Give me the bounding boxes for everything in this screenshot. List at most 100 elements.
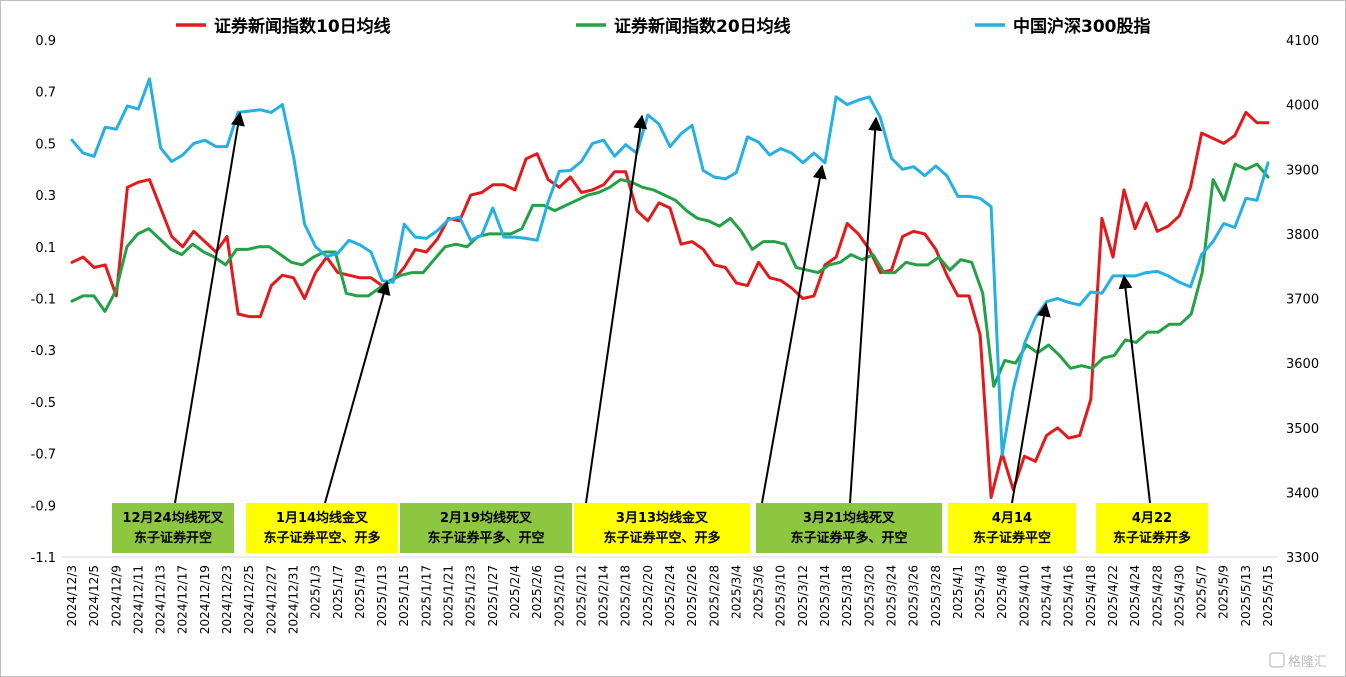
y-left-tick-label: 0.1 <box>35 241 56 256</box>
watermark-logo-icon <box>1269 652 1285 668</box>
y-right-tick-label: 3300 <box>1286 551 1319 566</box>
x-tick-label: 2025/4/10 <box>1017 565 1031 627</box>
x-tick-label: 2025/4/8 <box>995 565 1009 619</box>
x-tick-label: 2025/3/28 <box>929 565 943 627</box>
y-left-tick-label: 0.3 <box>35 189 56 204</box>
x-tick-label: 2025/1/23 <box>464 565 478 627</box>
x-tick-label: 2025/4/18 <box>1084 565 1098 627</box>
y-right-tick-label: 3900 <box>1286 163 1319 178</box>
x-tick-label: 2025/5/7 <box>1195 565 1209 619</box>
x-tick-label: 2025/1/7 <box>331 565 345 619</box>
y-right-tick-label: 3600 <box>1286 357 1319 372</box>
x-tick-label: 2025/4/14 <box>1040 565 1054 627</box>
x-tick-label: 2025/1/15 <box>397 565 411 627</box>
x-tick-label: 2024/12/5 <box>87 565 101 627</box>
watermark: 格隆汇 <box>1269 652 1327 670</box>
y-right-tick-label: 3700 <box>1286 293 1319 308</box>
x-tick-label: 2025/2/24 <box>663 565 677 627</box>
annotation-box <box>112 503 234 553</box>
x-tick-label: 2025/4/16 <box>1062 565 1076 627</box>
series-line-3 <box>70 77 1270 457</box>
x-tick-label: 2025/4/3 <box>973 565 987 619</box>
x-tick-label: 2024/12/9 <box>109 565 123 627</box>
x-tick-label: 2025/4/30 <box>1172 565 1186 627</box>
x-tick-label: 2025/4/28 <box>1150 565 1164 627</box>
annotation-text: 东子证券平空 <box>973 530 1051 546</box>
y-left-tick-label: -0.7 <box>31 448 56 463</box>
y-left-tick-label: 0.7 <box>35 86 56 101</box>
x-tick-label: 2025/2/10 <box>552 565 566 627</box>
series-line-1 <box>70 110 1270 499</box>
y-left-tick-label: -0.3 <box>31 344 56 359</box>
y-left-tick-label: -0.5 <box>31 396 56 411</box>
legend: 证券新闻指数10日均线 证券新闻指数20日均线 中国沪深300股指 <box>176 16 1151 37</box>
x-tick-label: 2025/5/15 <box>1261 565 1275 627</box>
x-tick-label: 2025/2/28 <box>707 565 721 627</box>
annotation-box <box>574 503 750 553</box>
legend-label: 证券新闻指数10日均线 <box>214 16 391 37</box>
legend-label: 证券新闻指数20日均线 <box>614 16 791 37</box>
annotation-arrow <box>761 164 827 504</box>
x-tick-label: 2024/12/17 <box>176 565 190 634</box>
y-right-tick-label: 3500 <box>1286 422 1319 437</box>
annotation-text: 东子证券开空 <box>134 530 212 546</box>
annotation-text: 3月21均线死叉 <box>803 510 896 526</box>
annotation-text: 2月19均线死叉 <box>440 510 533 526</box>
x-tick-label: 2025/3/24 <box>884 565 898 627</box>
y-left-tick-label: 0.9 <box>35 34 56 49</box>
annotation-text: 东子证券平空、开多 <box>603 530 720 546</box>
x-tick-label: 2025/2/18 <box>619 565 633 627</box>
annotation-text: 东子证券平空、开多 <box>263 530 380 546</box>
annotation-text: 4月22 <box>1132 511 1172 526</box>
y-left-tick-label: 0.5 <box>35 137 56 152</box>
y-left-tick-label: -0.9 <box>31 499 56 514</box>
series-line-2 <box>70 162 1270 388</box>
annotation-text: 12月24均线死叉 <box>122 510 224 526</box>
x-tick-label: 2025/3/4 <box>729 565 743 619</box>
annotation-box <box>246 503 398 553</box>
annotation-arrow <box>585 114 648 504</box>
annotation-arrow <box>1011 302 1051 504</box>
y-right-tick-label: 4100 <box>1286 34 1319 49</box>
x-tick-label: 2025/2/20 <box>641 565 655 627</box>
y-right-tick-label: 4000 <box>1286 99 1319 114</box>
x-tick-label: 2025/3/6 <box>752 565 766 619</box>
annotation-text: 3月13均线金叉 <box>616 510 709 526</box>
annotation-arrow <box>174 111 245 504</box>
x-tick-label: 2025/3/26 <box>907 565 921 627</box>
legend-label: 中国沪深300股指 <box>1013 16 1151 37</box>
annotation-text: 4月14 <box>992 511 1032 526</box>
x-tick-label: 2024/12/11 <box>131 565 145 634</box>
x-tick-label: 2025/4/1 <box>951 565 965 619</box>
x-tick-label: 2025/1/21 <box>442 565 456 627</box>
annotation-text: 东子证券平多、开空 <box>427 530 544 546</box>
watermark-text: 格隆汇 <box>1288 654 1327 670</box>
x-tick-label: 2025/1/17 <box>419 565 433 627</box>
annotation-box <box>948 503 1076 553</box>
x-tick-label: 2024/12/31 <box>286 565 300 634</box>
x-tick-label: 2025/2/26 <box>685 565 699 627</box>
x-tick-label: 2025/3/18 <box>840 565 854 627</box>
x-tick-label: 2025/5/9 <box>1217 565 1231 619</box>
x-tick-label: 2024/12/19 <box>198 565 212 634</box>
annotation-box <box>1096 503 1208 553</box>
y-right-tick-label: 3800 <box>1286 228 1319 243</box>
annotation-box <box>756 503 942 553</box>
x-tick-label: 2024/12/23 <box>220 565 234 634</box>
x-tick-label: 2025/3/12 <box>796 565 810 627</box>
x-tick-label: 2025/3/20 <box>862 565 876 627</box>
x-tick-label: 2025/3/10 <box>774 565 788 627</box>
x-tick-label: 2025/2/4 <box>508 565 522 619</box>
x-tick-label: 2024/12/3 <box>65 565 79 627</box>
y-left-tick-label: -0.1 <box>31 293 56 308</box>
annotation-box <box>400 503 572 553</box>
x-tick-label: 2025/2/14 <box>597 565 611 627</box>
series-layer <box>70 77 1270 499</box>
annotation-text: 1月14均线金叉 <box>276 510 369 526</box>
y-left-tick-label: -1.1 <box>31 551 56 566</box>
annotation-arrow <box>324 280 391 504</box>
x-tick-label: 2025/1/3 <box>309 565 323 619</box>
